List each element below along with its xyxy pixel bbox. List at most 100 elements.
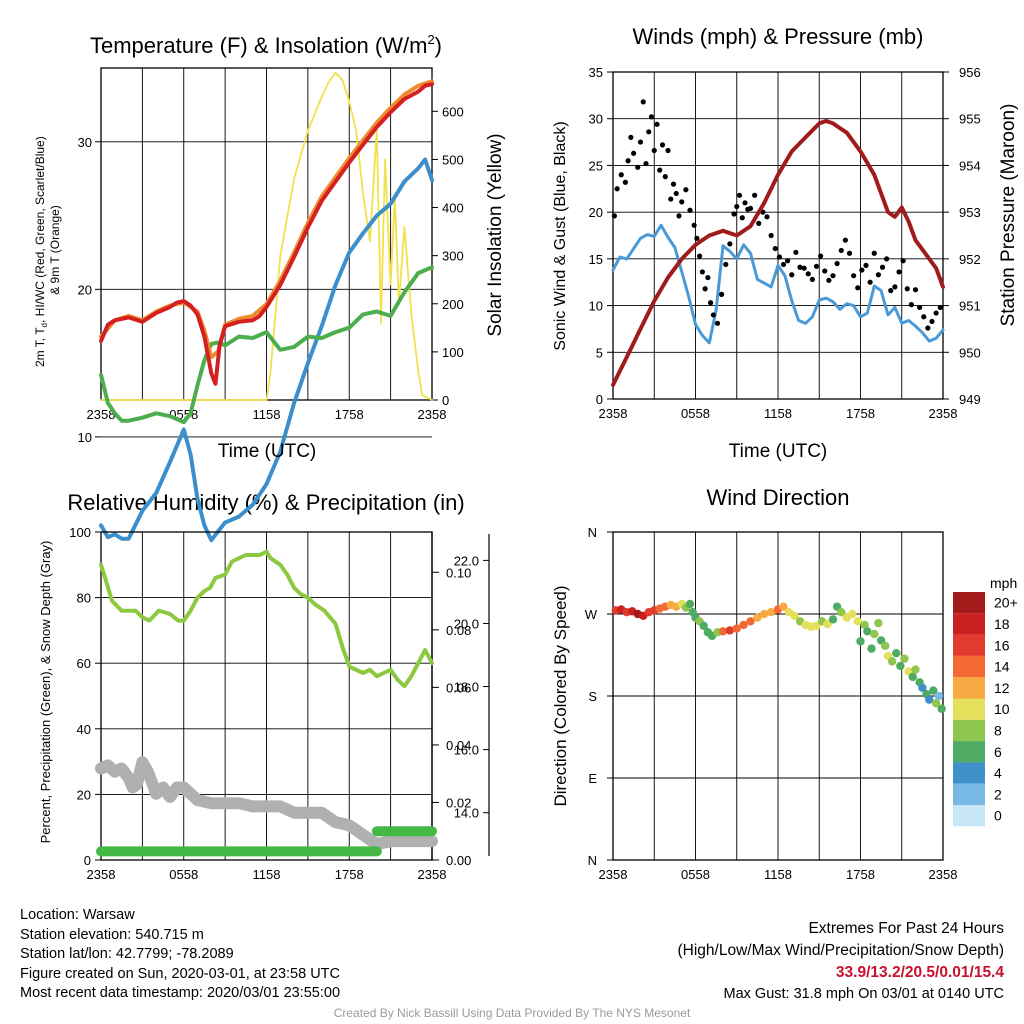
rh-line bbox=[99, 549, 434, 689]
direction-point bbox=[753, 613, 762, 622]
wind-ytick-label: 0 bbox=[596, 392, 603, 407]
dir-xtick-label: 1758 bbox=[846, 867, 875, 882]
direction-point bbox=[725, 626, 735, 635]
gust-point bbox=[699, 269, 705, 275]
wind-ylabel-right: Station Pressure (Maroon) bbox=[998, 104, 1019, 327]
gust-point bbox=[719, 291, 725, 297]
precip-ytick-label: 0.00 bbox=[446, 853, 471, 868]
gust-point bbox=[859, 267, 865, 273]
gust-point bbox=[646, 129, 652, 135]
extremes-subtitle: (High/Low/Max Wind/Precipitation/Snow De… bbox=[677, 942, 1005, 959]
snow-ytick-label: 20.0 bbox=[454, 616, 479, 631]
gust-point bbox=[659, 142, 666, 148]
location-text: Location: Warsaw bbox=[20, 907, 135, 923]
legend-label: 4 bbox=[994, 765, 1002, 781]
direction-point bbox=[900, 654, 909, 663]
legend-label: 2 bbox=[994, 786, 1002, 802]
gust-point bbox=[702, 286, 708, 292]
gust-point bbox=[631, 150, 637, 156]
gust-point bbox=[670, 181, 677, 187]
gust-point bbox=[714, 320, 721, 326]
rh-ytick-label: 100 bbox=[69, 525, 91, 540]
precip-ytick-label: 0.08 bbox=[446, 623, 471, 638]
gust-point bbox=[618, 172, 624, 178]
snow-ytick-label: 18.0 bbox=[454, 680, 479, 695]
precip-ytick-label: 0.06 bbox=[446, 680, 471, 695]
wind-xtick-label: 1158 bbox=[764, 406, 792, 421]
dir-ytick-label: N bbox=[588, 853, 597, 868]
temp-xlabel: Time (UTC) bbox=[218, 441, 317, 462]
wind-xtick-label: 2358 bbox=[929, 406, 958, 421]
gust-point bbox=[679, 199, 685, 205]
rh-ytick-label: 0 bbox=[84, 853, 91, 868]
pressure-ytick-label: 949 bbox=[959, 392, 981, 407]
gust-point bbox=[625, 158, 631, 164]
dir-xtick-label: 0558 bbox=[681, 867, 710, 882]
dir-xtick-label: 2358 bbox=[599, 867, 628, 882]
direction-point bbox=[887, 657, 897, 666]
direction-point bbox=[790, 611, 799, 621]
legend-swatch bbox=[953, 805, 985, 827]
legend-swatch bbox=[953, 783, 985, 805]
direction-point bbox=[892, 648, 901, 658]
speed-color-legend: mph 20+ 18 16 14 12 10 8 6 4 2 0 bbox=[953, 575, 1018, 827]
gust-point bbox=[739, 215, 745, 221]
legend-title: mph bbox=[990, 575, 1017, 591]
direction-point bbox=[732, 624, 741, 633]
gust-point bbox=[622, 179, 628, 185]
gust-point bbox=[921, 314, 927, 320]
gust-point bbox=[705, 274, 711, 281]
direction-point bbox=[881, 641, 890, 651]
temp-xtick-label: 2358 bbox=[418, 407, 447, 422]
wind-ytick-label: 30 bbox=[589, 112, 603, 127]
wind-xtick-label: 2358 bbox=[599, 406, 628, 421]
gust-point bbox=[780, 261, 787, 268]
direction-point bbox=[779, 602, 788, 611]
direction-point bbox=[867, 644, 876, 653]
gust-point bbox=[731, 211, 737, 217]
direction-point bbox=[896, 661, 905, 671]
wind-ytick-label: 10 bbox=[589, 299, 603, 314]
gust-point bbox=[665, 147, 671, 154]
gust-point bbox=[801, 265, 807, 271]
legend-label: 8 bbox=[994, 722, 1002, 738]
gust-point bbox=[867, 279, 873, 285]
gust-point bbox=[834, 260, 840, 267]
gust-point bbox=[879, 264, 886, 270]
gust-point bbox=[925, 325, 931, 331]
direction-point bbox=[860, 620, 869, 630]
latlon-text: Station lat/lon: 42.7799; -78.2089 bbox=[20, 946, 234, 962]
direction-point bbox=[746, 617, 755, 626]
windchill-line bbox=[99, 265, 434, 425]
temperature-panel: 2358 0558 1158 1758 235810203001002003004005… bbox=[78, 67, 464, 543]
direction-point bbox=[766, 607, 776, 617]
gust-point bbox=[723, 261, 729, 268]
gust-point bbox=[929, 318, 935, 325]
insolation-ytick-label: 100 bbox=[442, 345, 464, 360]
gust-point bbox=[809, 276, 815, 283]
direction-point bbox=[699, 621, 708, 631]
legend-swatch bbox=[953, 677, 985, 699]
dewpoint-line bbox=[99, 157, 434, 543]
pressure-ytick-label: 954 bbox=[959, 158, 981, 173]
gust-point bbox=[673, 190, 679, 197]
gust-point bbox=[863, 262, 869, 268]
gust-point bbox=[884, 256, 890, 262]
gust-point bbox=[648, 114, 655, 120]
snow-depth-line bbox=[95, 756, 438, 851]
gust-point bbox=[842, 237, 848, 243]
direction-point bbox=[685, 599, 695, 609]
gust-point bbox=[896, 269, 902, 275]
gust-point bbox=[756, 220, 762, 226]
rh-xtick-label: 2358 bbox=[418, 867, 447, 882]
gust-point bbox=[933, 310, 939, 316]
direction-point bbox=[934, 691, 944, 701]
gust-point bbox=[708, 300, 714, 306]
direction-point bbox=[874, 618, 883, 628]
wind-ytick-label: 35 bbox=[589, 65, 603, 80]
snow-ytick-label: 16.0 bbox=[454, 743, 479, 758]
gust-point bbox=[912, 287, 919, 293]
gust-point bbox=[668, 196, 674, 202]
temp-ylabel-left: 2m T, Td, HI/WC (Red, Green, Scarlet/Blu… bbox=[33, 133, 62, 367]
